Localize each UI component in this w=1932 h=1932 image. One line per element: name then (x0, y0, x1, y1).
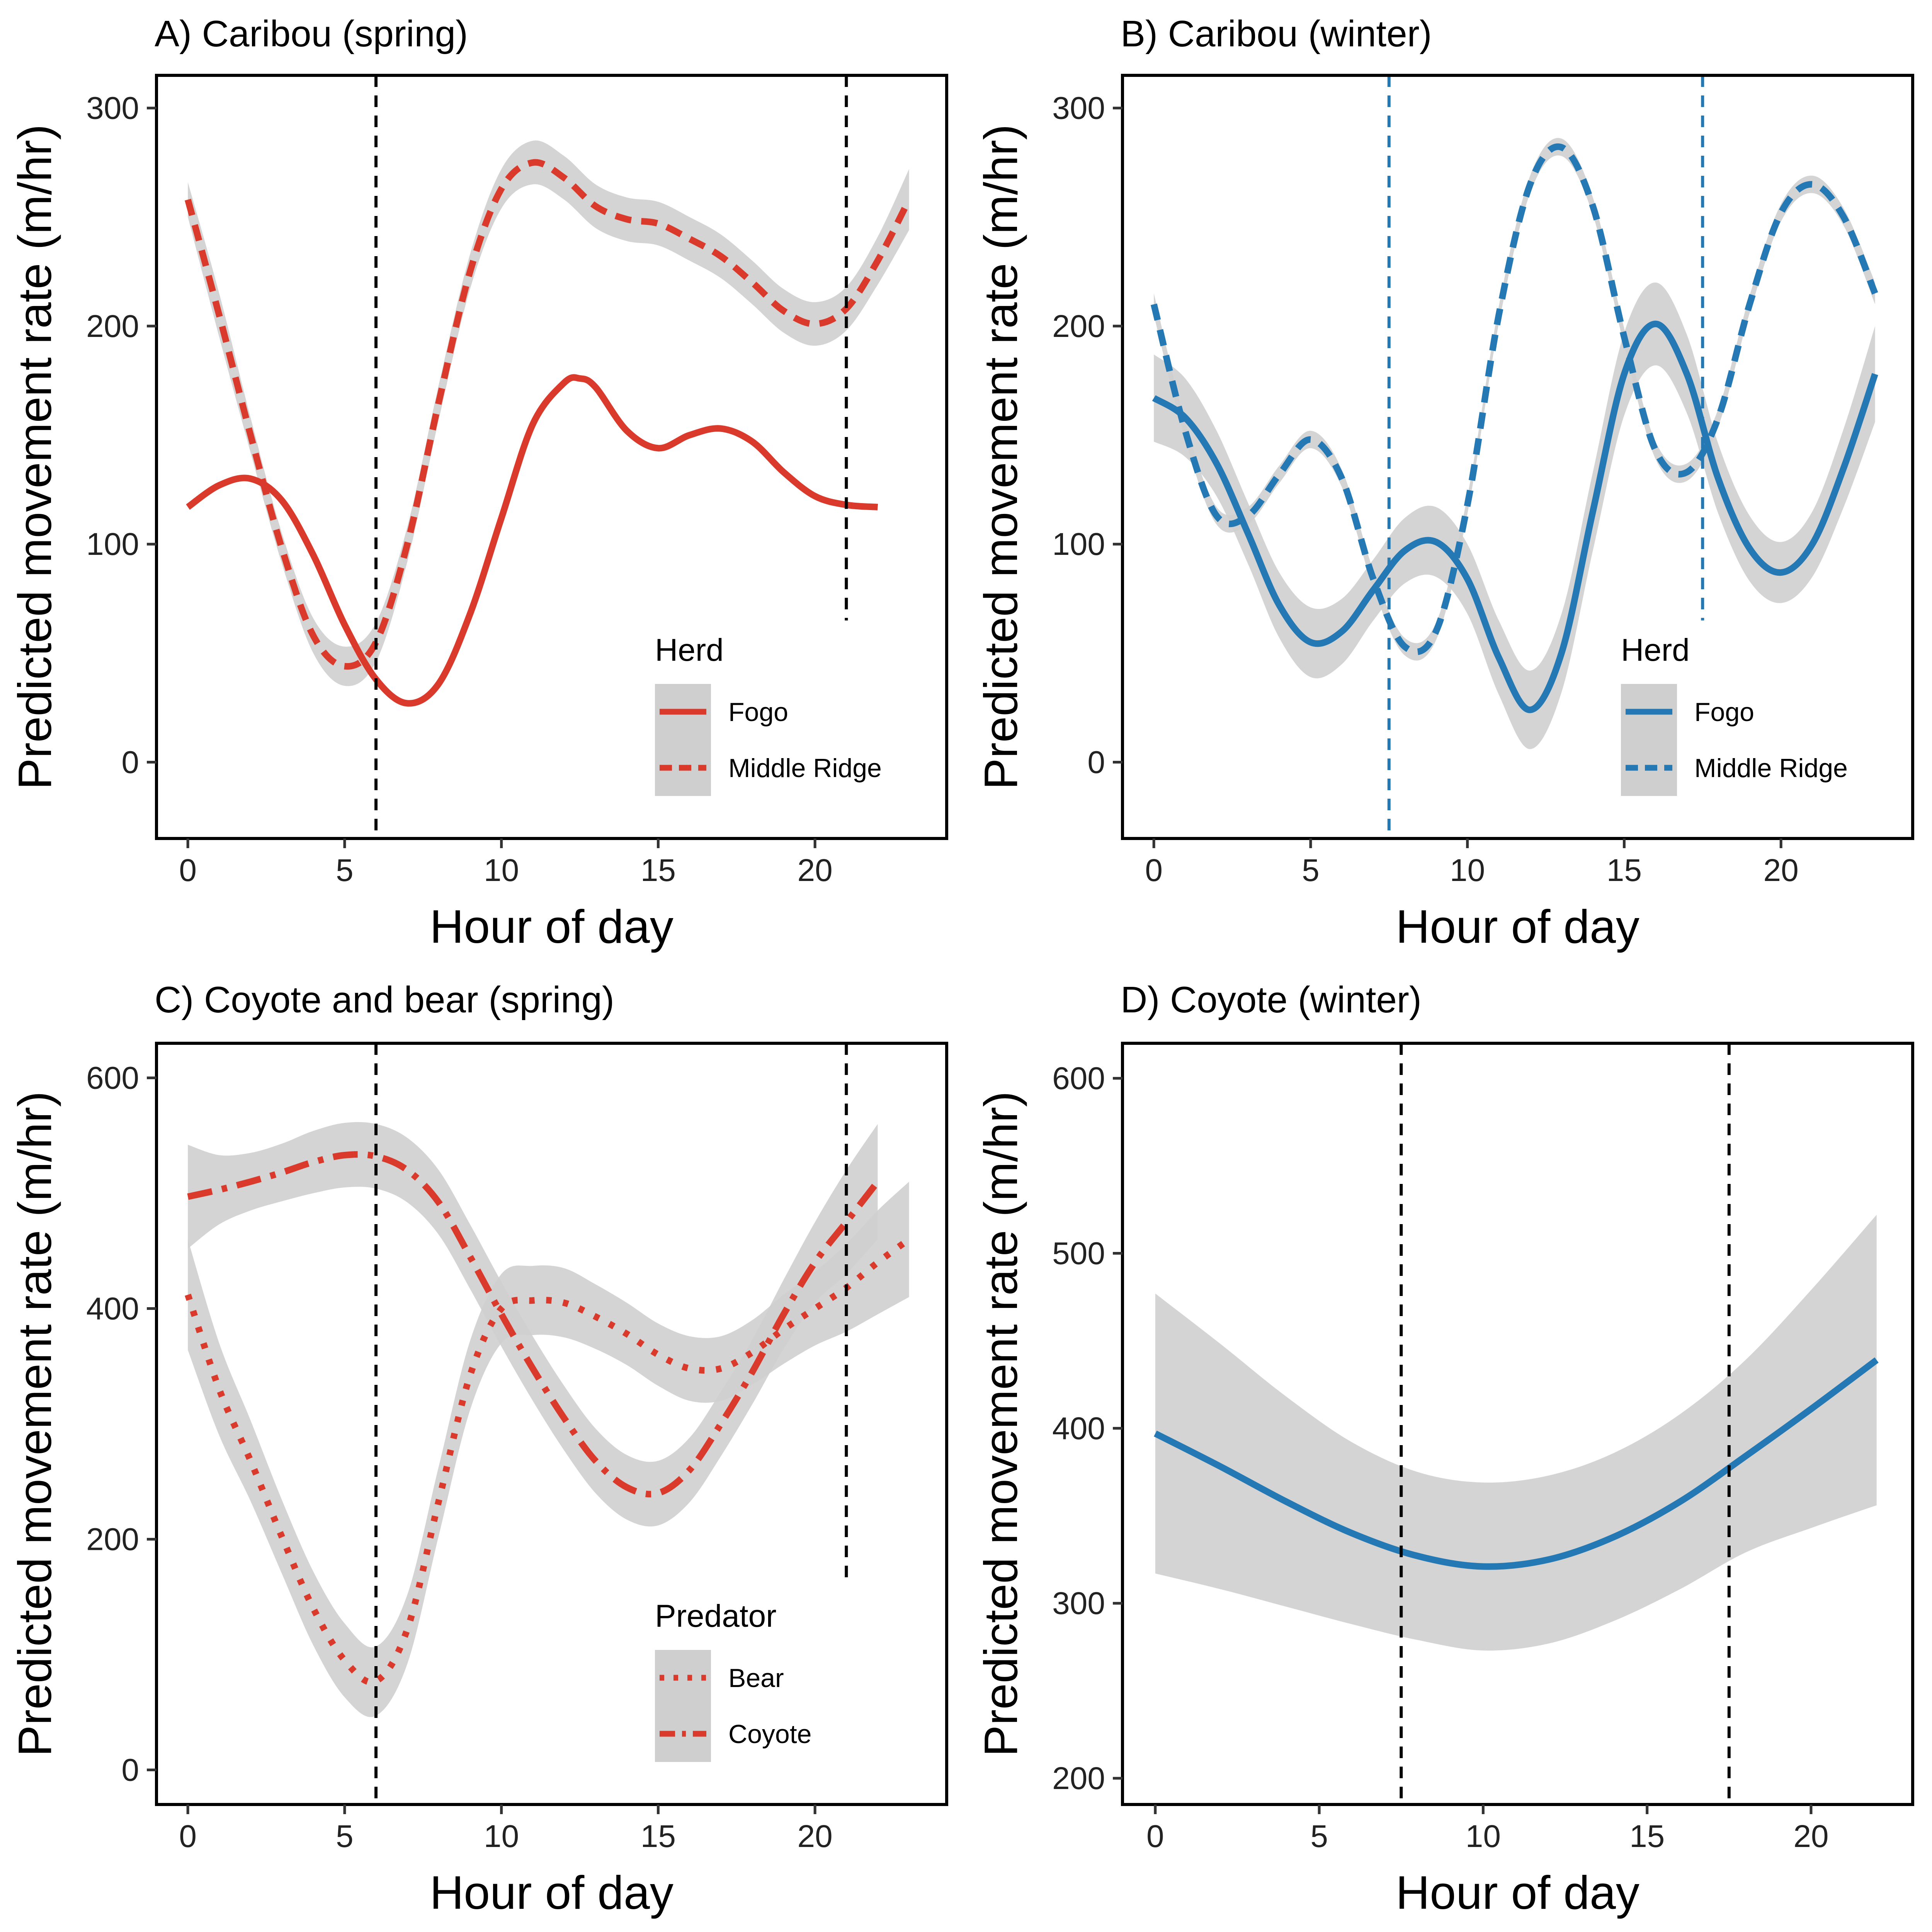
y-tick-label: 400 (86, 1291, 139, 1327)
y-tick-label: 200 (1052, 1761, 1105, 1796)
plot-frame (155, 74, 948, 840)
x-tick-label: 5 (336, 1819, 354, 1854)
panel-title: A) Caribou (spring) (155, 13, 468, 54)
plot-frame (155, 1042, 948, 1806)
y-tick-label: 300 (86, 91, 139, 126)
series-line-middle-ridge (1150, 143, 1878, 655)
legend-label: Coyote (728, 1719, 811, 1749)
data-layer (1154, 1214, 1879, 1651)
panel-title: B) Caribou (winter) (1121, 13, 1432, 54)
x-tick-label: 20 (1764, 853, 1799, 888)
panel-title: D) Coyote (winter) (1121, 979, 1422, 1020)
confidence-band-bear (188, 1182, 909, 1717)
legend-label: Middle Ridge (728, 753, 882, 783)
y-axis-title: Predicted movement rate (m/hr) (975, 124, 1027, 789)
x-tick-label: 10 (484, 853, 519, 888)
y-tick-label: 0 (121, 1752, 139, 1787)
legend-label: Middle Ridge (1694, 753, 1848, 783)
y-tick-label: 200 (1052, 309, 1105, 344)
confidence-band-coyote (188, 1122, 878, 1527)
data-layer (185, 1122, 911, 1717)
x-tick-label: 0 (179, 1819, 197, 1854)
series-line-fogo (186, 374, 878, 707)
x-tick-label: 15 (641, 853, 676, 888)
y-tick-label: 100 (86, 527, 139, 562)
x-axis-title: Hour of day (430, 1866, 673, 1919)
panel-d: D) Coyote (winter) Predicted movement ra… (975, 979, 1914, 1919)
y-tick-label: 200 (86, 1522, 139, 1557)
x-tick-label: 20 (798, 1819, 833, 1854)
x-tick-label: 0 (1145, 853, 1163, 888)
x-tick-label: 20 (1793, 1819, 1828, 1854)
x-tick-label: 5 (336, 853, 354, 888)
y-tick-label: 200 (86, 309, 139, 344)
x-tick-label: 15 (1629, 1819, 1665, 1854)
legend-label: Fogo (728, 697, 788, 727)
plot-frame (1121, 1042, 1914, 1806)
x-tick-label: 15 (641, 1819, 676, 1854)
x-tick-label: 10 (484, 1819, 519, 1854)
x-tick-label: 0 (1146, 1819, 1164, 1854)
legend-label: Bear (728, 1663, 784, 1693)
data-layer (184, 140, 912, 707)
y-tick-label: 500 (1052, 1236, 1105, 1271)
y-axis-title: Predicted movement rate (m/hr) (9, 124, 61, 789)
x-tick-label: 15 (1607, 853, 1642, 888)
legend-label: Fogo (1694, 697, 1754, 727)
y-tick-label: 600 (1052, 1061, 1105, 1096)
panel-title: C) Coyote and bear (spring) (155, 979, 614, 1020)
legend-title: Predator (655, 1599, 777, 1634)
panel-c: C) Coyote and bear (spring) Predicted mo… (9, 979, 948, 1919)
confidence-band-middle-ridge (188, 140, 909, 686)
series-line (1154, 1357, 1879, 1570)
y-tick-label: 0 (1087, 745, 1105, 780)
y-tick-label: 300 (1052, 1586, 1105, 1621)
y-axis-title: Predicted movement rate (m/hr) (9, 1091, 61, 1757)
x-tick-label: 20 (798, 853, 833, 888)
plot-frame (1121, 74, 1914, 840)
data-layer (1150, 138, 1878, 749)
x-tick-label: 5 (1310, 1819, 1328, 1854)
x-tick-label: 5 (1302, 853, 1320, 888)
y-axis-title: Predicted movement rate (m/hr) (975, 1091, 1027, 1757)
confidence-band-fogo (1154, 282, 1875, 749)
panel-b: B) Caribou (winter) Predicted movement r… (975, 13, 1914, 953)
y-tick-label: 300 (1052, 91, 1105, 126)
y-tick-label: 100 (1052, 527, 1105, 562)
plot-area: 0 5 10 15 20 200 300 400 500 600 (1052, 1042, 1914, 1854)
y-tick-label: 0 (121, 745, 139, 780)
y-tick-label: 400 (1052, 1411, 1105, 1446)
legend-title: Herd (1621, 633, 1690, 668)
x-axis-title: Hour of day (1396, 1866, 1639, 1919)
x-tick-label: 10 (1450, 853, 1485, 888)
series-line-fogo (1152, 320, 1878, 713)
y-tick-label: 600 (86, 1061, 139, 1096)
legend-title: Herd (655, 633, 724, 668)
x-axis-title: Hour of day (1396, 900, 1639, 953)
confidence-band (1155, 1214, 1877, 1651)
x-tick-label: 0 (179, 853, 197, 888)
panel-a: A) Caribou (spring) Predicted movement r… (9, 13, 948, 953)
x-tick-label: 10 (1466, 1819, 1501, 1854)
series-line-coyote (187, 1151, 881, 1498)
series-line-middle-ridge (184, 159, 912, 670)
x-axis-title: Hour of day (430, 900, 673, 953)
